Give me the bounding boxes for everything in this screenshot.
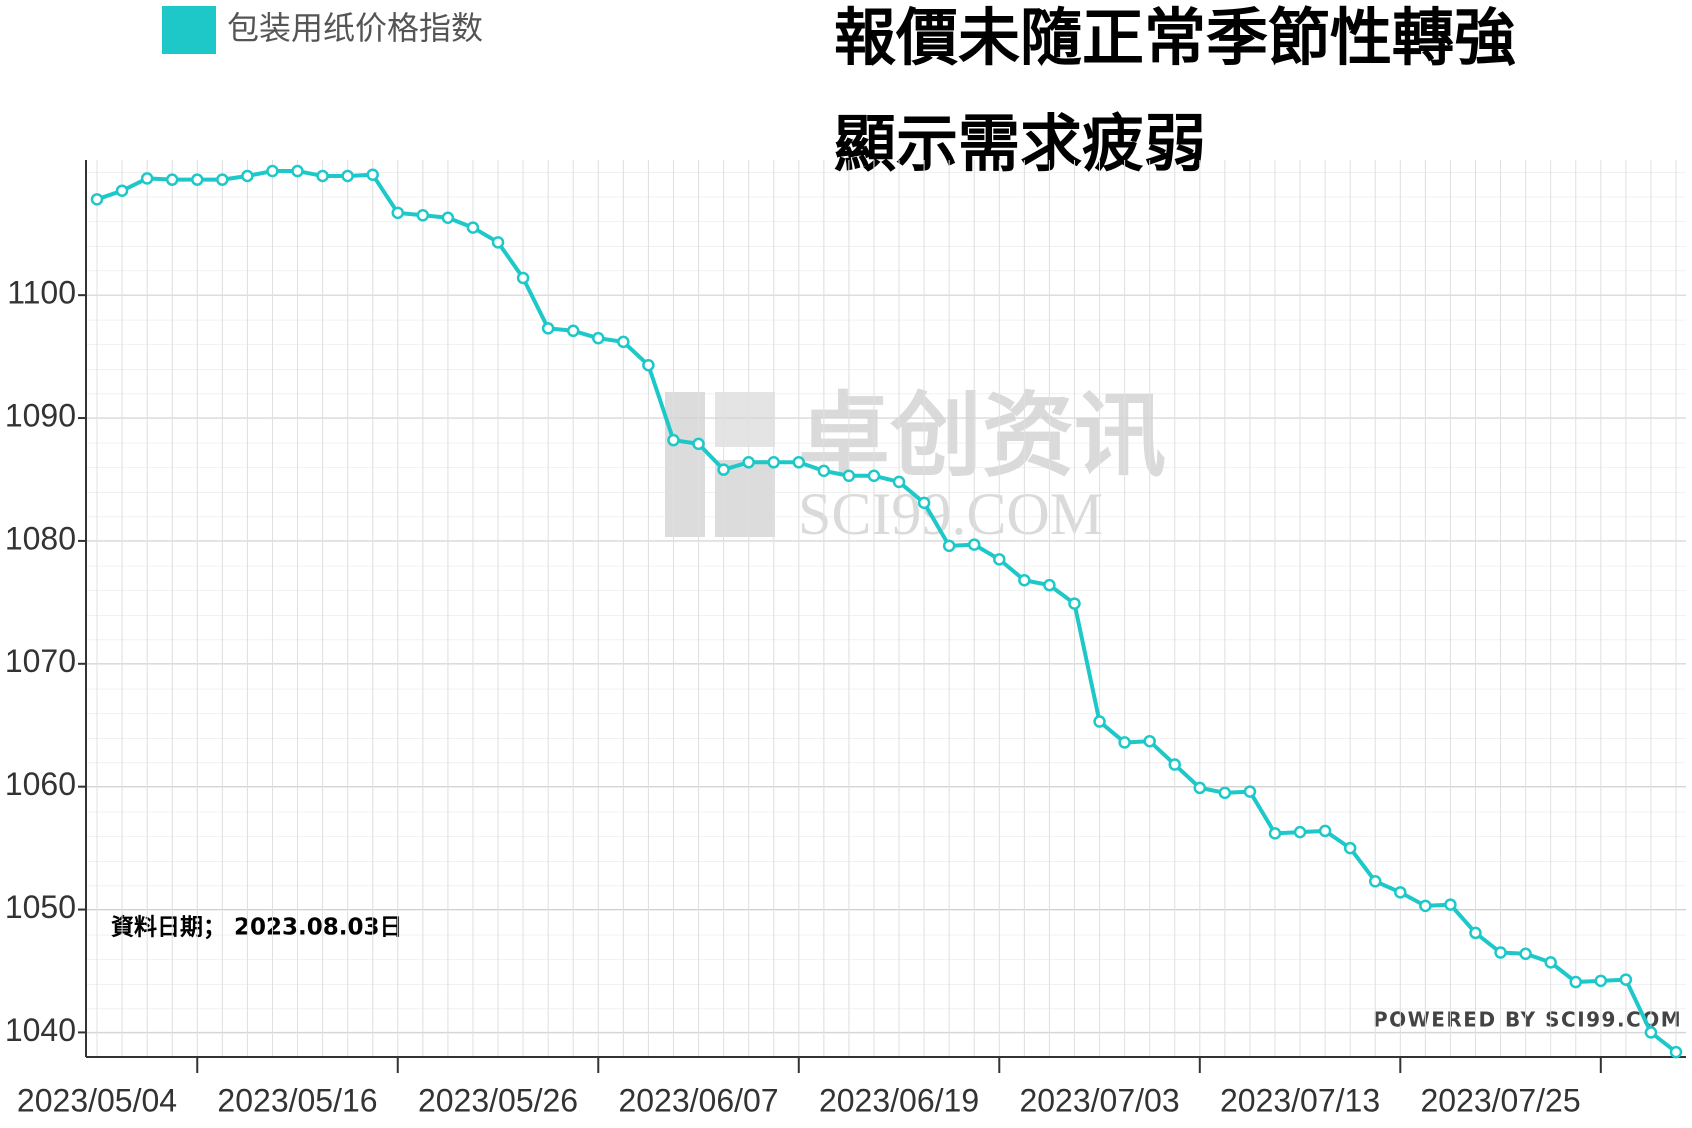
annotation: 資料日期； 2023.08.03日 (111, 914, 403, 941)
data-point (942, 539, 956, 553)
data-point (1318, 824, 1332, 838)
legend-label: 包装用纸价格指数 (227, 9, 483, 47)
data-point (241, 169, 254, 183)
data-point (291, 164, 304, 178)
x-tick-label: 2023/06/07 (618, 1082, 778, 1118)
data-point (592, 331, 605, 345)
x-tick-label: 2023/05/16 (217, 1082, 377, 1118)
y-tick-label: 1090 (5, 397, 76, 433)
data-point (792, 456, 806, 469)
data-point (717, 463, 730, 476)
data-point (1594, 974, 1608, 988)
y-tick-label: 1070 (5, 643, 76, 679)
data-point (1544, 956, 1557, 969)
data-point (1168, 758, 1181, 771)
watermark-logo (715, 392, 775, 447)
data-point (1343, 841, 1357, 855)
data-point (1519, 947, 1532, 961)
data-point (1193, 781, 1207, 795)
credit: POWERED BY SCI99.COM (1373, 1008, 1682, 1032)
data-point (1293, 825, 1307, 839)
data-point (1118, 736, 1131, 749)
data-point (767, 456, 780, 469)
data-point (140, 172, 154, 185)
data-point (667, 433, 680, 447)
data-point (216, 173, 229, 186)
y-tick-label: 1050 (5, 889, 76, 925)
data-point (491, 236, 505, 249)
data-point (742, 456, 755, 469)
legend-swatch (162, 6, 216, 54)
y-tick-label: 1100 (7, 275, 76, 311)
data-point (466, 221, 480, 234)
data-point (541, 322, 555, 335)
data-point (266, 164, 279, 178)
data-point (1619, 973, 1633, 986)
data-point (1394, 886, 1407, 899)
data-point (842, 469, 856, 483)
series-line (96, 169, 1678, 1054)
data-point (1444, 898, 1457, 911)
minor-grid (86, 160, 1686, 1057)
data-point (90, 193, 104, 206)
data-point (341, 169, 354, 183)
data-point (441, 211, 455, 225)
x-tick-label: 2023/07/25 (1420, 1082, 1580, 1118)
data-point (1268, 827, 1282, 840)
x-tick-label: 2023/07/13 (1220, 1082, 1380, 1118)
data-point (316, 169, 329, 183)
watermark-text: 卓创资讯 (798, 382, 1166, 489)
data-point (1068, 597, 1081, 610)
data-point (1093, 715, 1106, 728)
data-point (867, 469, 881, 483)
data-point (1469, 926, 1482, 940)
data-point (1494, 946, 1507, 959)
watermark-text: SCI99.COM (798, 481, 1103, 547)
chart-title: 顯示需求疲弱 (834, 107, 1206, 180)
data-point (1368, 875, 1382, 888)
data-point (391, 206, 405, 220)
chart-title: 報價未隨正常季節性轉強 (834, 1, 1516, 74)
data-point (191, 173, 204, 186)
data-point (967, 538, 981, 551)
x-tick-label: 2023/07/03 (1019, 1082, 1179, 1118)
y-tick-label: 1080 (5, 520, 76, 556)
data-point (1043, 578, 1056, 592)
data-point (1669, 1045, 1683, 1059)
data-point (416, 209, 430, 222)
x-tick-label: 2023/05/04 (17, 1082, 177, 1118)
data-point (1569, 975, 1582, 989)
data-point (165, 173, 179, 186)
data-point (516, 271, 530, 285)
data-point (566, 324, 580, 338)
data-point (115, 184, 129, 197)
data-point (917, 496, 931, 510)
data-point (1243, 785, 1257, 798)
y-tick-label: 1040 (5, 1012, 76, 1048)
x-tick-label: 2023/06/19 (819, 1082, 979, 1118)
data-point (993, 553, 1006, 566)
data-point (1218, 786, 1232, 800)
x-tick-label: 2023/05/26 (418, 1082, 578, 1118)
data-point (692, 437, 705, 451)
data-point (1143, 734, 1156, 748)
data-point (1419, 899, 1432, 913)
y-tick-label: 1060 (5, 766, 76, 802)
data-point (366, 168, 379, 181)
data-point (1644, 1026, 1658, 1039)
data-point (1018, 573, 1031, 587)
data-point (817, 464, 831, 478)
data-point (617, 335, 630, 349)
data-point (892, 475, 906, 489)
data-point (642, 358, 655, 372)
